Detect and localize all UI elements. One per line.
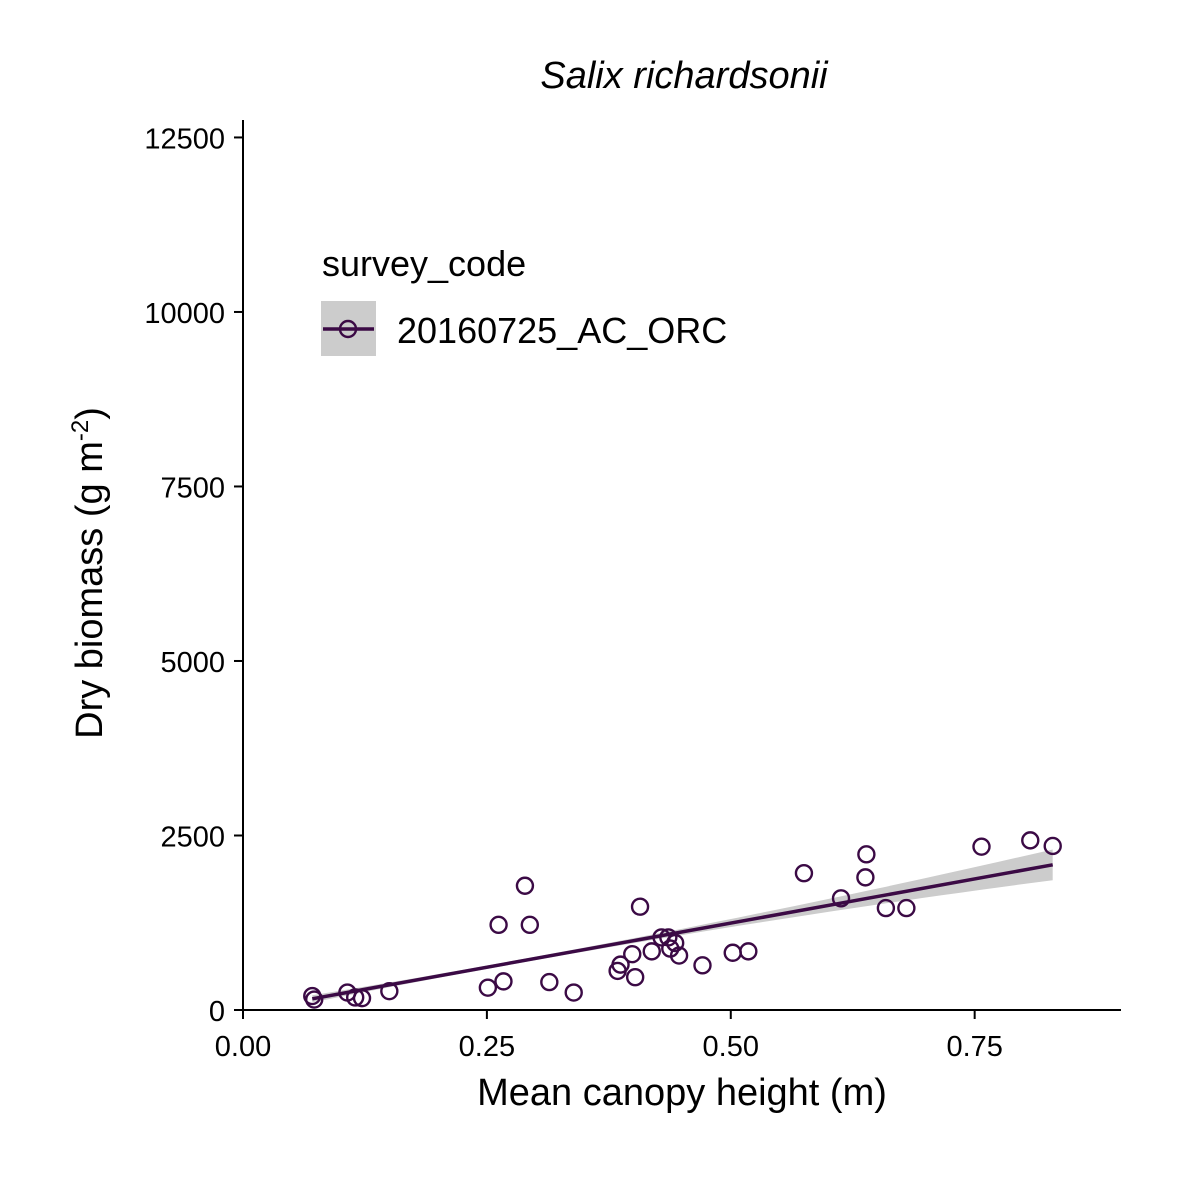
scatter-point (897, 898, 916, 918)
fit-line-layer (311, 863, 1054, 1001)
scatter-point (856, 868, 875, 887)
y-axis-ticks: 0 2500 5000 7500 10000 12500 (144, 123, 243, 1028)
x-tick-label: 0.25 (459, 1031, 515, 1063)
scatter-point (305, 990, 324, 1009)
axes: 0.00 0.25 0.50 0.75 0 2500 5000 7500 10000 12500 (144, 120, 1121, 1063)
legend-key-point (338, 319, 358, 339)
scatter-point (972, 837, 991, 856)
scatter-point (515, 876, 535, 895)
scatter-point (831, 889, 851, 908)
scatter-point (345, 988, 365, 1007)
scatter-point (623, 944, 642, 964)
y-tick-label: 0 (209, 996, 225, 1028)
x-tick-label: 0.50 (703, 1031, 759, 1063)
chart-title: Salix richardsonii (540, 55, 829, 97)
scatter-point (540, 972, 559, 992)
scatter-point (520, 915, 540, 935)
scatter-point (380, 981, 399, 1001)
x-axis-ticks: 0.00 0.25 0.50 0.75 (215, 1010, 1003, 1063)
scatter-point (739, 942, 758, 961)
scatter-point (876, 898, 896, 918)
scatter-point (665, 933, 685, 953)
scatter-point (478, 978, 498, 997)
y-tick-label: 7500 (160, 472, 225, 504)
scatter-point (693, 956, 712, 975)
y-tick-label: 12500 (144, 123, 225, 155)
y-axis-title: Dry biomass (g m-2) (67, 407, 111, 739)
y-axis-title-end: ) (69, 407, 111, 420)
scatter-point (564, 983, 583, 1002)
scatter-point (489, 915, 508, 935)
fit-line (311, 863, 1054, 1001)
x-tick-label: 0.00 (215, 1031, 271, 1063)
scatter-points (303, 831, 1062, 1009)
scatter-point (1021, 831, 1040, 850)
scatter-point (857, 845, 876, 864)
legend-title: survey_code (322, 243, 526, 284)
scatter-point (669, 946, 689, 965)
scatter-point (352, 988, 372, 1008)
scatter-point (494, 972, 513, 991)
y-tick-label: 10000 (144, 298, 225, 330)
scatter-point (1043, 836, 1062, 856)
y-axis-title-superscript: -2 (67, 420, 94, 441)
scatter-point (611, 955, 630, 974)
scatter-point (642, 942, 661, 961)
scatter-point (794, 863, 814, 883)
scatter-point (723, 943, 742, 962)
y-axis-title-main: Dry biomass (g m (69, 441, 111, 739)
scatter-point (630, 897, 650, 916)
y-tick-label: 2500 (160, 821, 225, 853)
legend-entry-label: 20160725_AC_ORC (397, 310, 727, 351)
x-tick-label: 0.75 (946, 1031, 1002, 1063)
legend: survey_code 20160725_AC_ORC (321, 243, 727, 356)
x-axis-title: Mean canopy height (m) (477, 1072, 887, 1114)
scatter-point (625, 967, 645, 987)
y-tick-label: 5000 (160, 647, 225, 679)
